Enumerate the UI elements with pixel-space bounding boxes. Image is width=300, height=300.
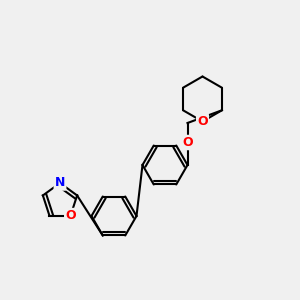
Text: O: O: [65, 209, 76, 222]
Text: O: O: [197, 115, 208, 128]
Text: O: O: [182, 136, 193, 149]
Text: N: N: [55, 176, 65, 190]
